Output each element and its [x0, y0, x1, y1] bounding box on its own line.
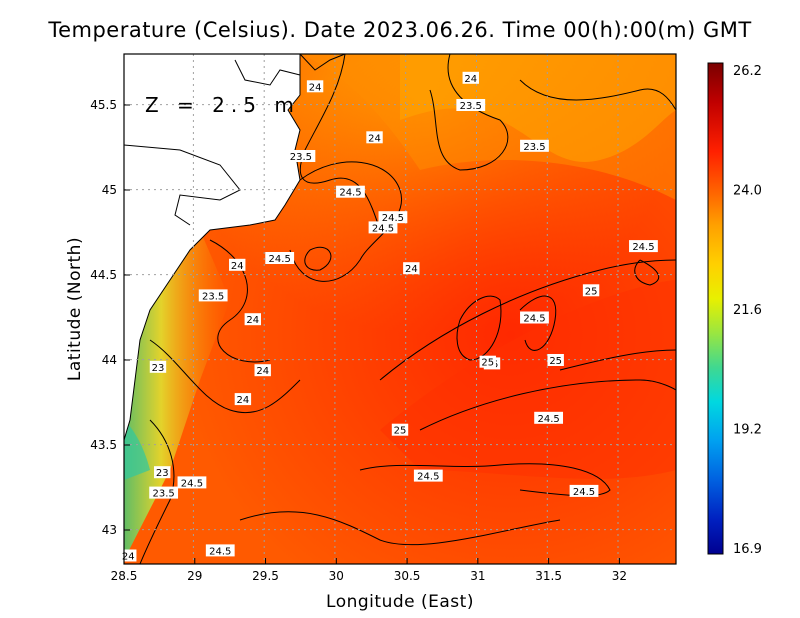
contour-label-box — [306, 80, 324, 93]
land-area — [124, 54, 300, 440]
contour-label-box — [368, 221, 398, 234]
contour-label-box — [520, 139, 549, 152]
contour-label: 24.5 — [382, 213, 404, 224]
y-tick-label: 45.5 — [90, 98, 117, 112]
contour-label: 24 — [309, 82, 322, 93]
contour-label-box — [391, 423, 409, 436]
contour-label: 24.5 — [573, 487, 595, 498]
contour-label-box — [198, 289, 228, 302]
contour-label-box — [520, 311, 549, 324]
colorbar-tick-label: 21.6 — [733, 303, 762, 318]
temperature-field — [124, 54, 676, 564]
contour-label: 24.5 — [209, 546, 231, 557]
x-tick-label: 30.5 — [394, 569, 421, 583]
contour-label: 23.5 — [202, 291, 224, 302]
x-tick-label: 28.5 — [111, 569, 138, 583]
chart-title: Temperature (Celsius). Date 2023.06.26. … — [48, 18, 752, 42]
contour-label: 24 — [237, 395, 250, 406]
x-tick-label: 31 — [470, 569, 485, 583]
contour-label: 25 — [481, 358, 494, 369]
contour-label-box — [149, 486, 179, 499]
colorbar-gradient — [707, 62, 724, 555]
colorbar-tick-label: 24.0 — [733, 184, 762, 199]
contour-label: 25 — [585, 286, 598, 297]
contour-label: 24 — [464, 74, 477, 85]
contour-label: 24.5 — [417, 472, 439, 483]
isotherm-contours — [139, 54, 676, 564]
coastline — [124, 54, 346, 441]
contour-label: 24.5 — [537, 414, 559, 425]
contour-label-box — [205, 544, 235, 557]
contour-label: 24 — [122, 552, 135, 563]
contour-label-box — [149, 360, 167, 373]
y-tick-label: 43 — [102, 523, 117, 537]
x-tick-label: 32 — [612, 569, 627, 583]
contour-label-box — [547, 354, 564, 366]
contour-label-box — [234, 393, 252, 406]
contour-label: 24 — [405, 264, 418, 275]
contour-label-box — [366, 131, 383, 144]
y-tick-label: 44.5 — [90, 268, 117, 282]
contour-label: 24 — [368, 133, 381, 144]
contour-label-box — [456, 99, 486, 111]
y-axis-title: Latitude (North) — [65, 237, 85, 381]
contour-label-box — [582, 284, 600, 297]
contour-label-box — [254, 364, 271, 377]
contour-label: 24.5 — [632, 242, 654, 253]
contour-labels: 2423.524.524.524.524.524242423.523.524.5… — [120, 71, 658, 563]
colorbar-ticks: 26.2 24.0 21.6 19.2 16.9 — [733, 64, 762, 557]
contour-label: 23.5 — [290, 152, 312, 163]
colorbar-tick-label: 26.2 — [733, 64, 762, 79]
contour-label-box — [462, 71, 479, 84]
contour-label: 23.5 — [152, 489, 174, 500]
x-tick-label: 29 — [187, 569, 202, 583]
contour-label-box — [265, 252, 295, 264]
contour-label-box — [244, 313, 261, 326]
contour-label: 24.5 — [339, 188, 361, 199]
y-axis: 43 43.5 44 44.5 45 45.5 — [90, 98, 130, 537]
contour-label: 24.5 — [181, 478, 203, 489]
contour-label: 23 — [152, 363, 165, 374]
contour-label-box — [534, 411, 564, 424]
contour-label-box — [336, 185, 365, 198]
contour-label: 24.5 — [523, 314, 545, 325]
y-tick-label: 44 — [102, 353, 117, 367]
contour-label-box — [378, 211, 408, 224]
contour-label-box — [629, 240, 658, 253]
contour-label-box — [479, 355, 496, 368]
x-tick-label: 31.5 — [535, 569, 562, 583]
x-tick-label: 29.5 — [252, 569, 279, 583]
grid-lines — [124, 54, 676, 564]
contour-label: 23 — [156, 468, 169, 479]
contour-label: 25 — [394, 426, 407, 437]
contour-label: 25 — [549, 356, 562, 367]
contour-label-box — [229, 258, 246, 271]
colorbar: 26.2 24.0 21.6 19.2 16.9 — [707, 62, 762, 557]
depth-label: Z = 2.5 m — [145, 93, 300, 117]
contour-label-box — [403, 262, 420, 275]
contour-label-box — [413, 469, 443, 482]
contour-label: 24 — [256, 366, 269, 377]
contour-label: 24 — [231, 261, 244, 272]
x-tick-label: 30 — [329, 569, 344, 583]
colorbar-tick-label: 19.2 — [733, 423, 762, 438]
colorbar-tick-label: 16.9 — [733, 542, 762, 557]
x-axis: 28.5 29 29.5 30 30.5 31 31.5 32 — [111, 558, 627, 583]
contour-label-box — [154, 466, 171, 479]
contour-label: 24.5 — [269, 254, 291, 265]
y-tick-label: 43.5 — [90, 438, 117, 452]
x-axis-title: Longitude (East) — [326, 592, 474, 612]
contour-label: 24 — [246, 315, 259, 326]
contour-label: 24.5 — [372, 223, 394, 234]
y-tick-label: 45 — [102, 183, 117, 197]
contour-label: 23.5 — [523, 142, 545, 153]
contour-label-box — [286, 150, 316, 162]
contour-label-box — [569, 484, 599, 497]
contour-label: 23.5 — [460, 101, 482, 112]
contour-label-box — [177, 476, 207, 489]
plot-frame — [123, 53, 677, 565]
